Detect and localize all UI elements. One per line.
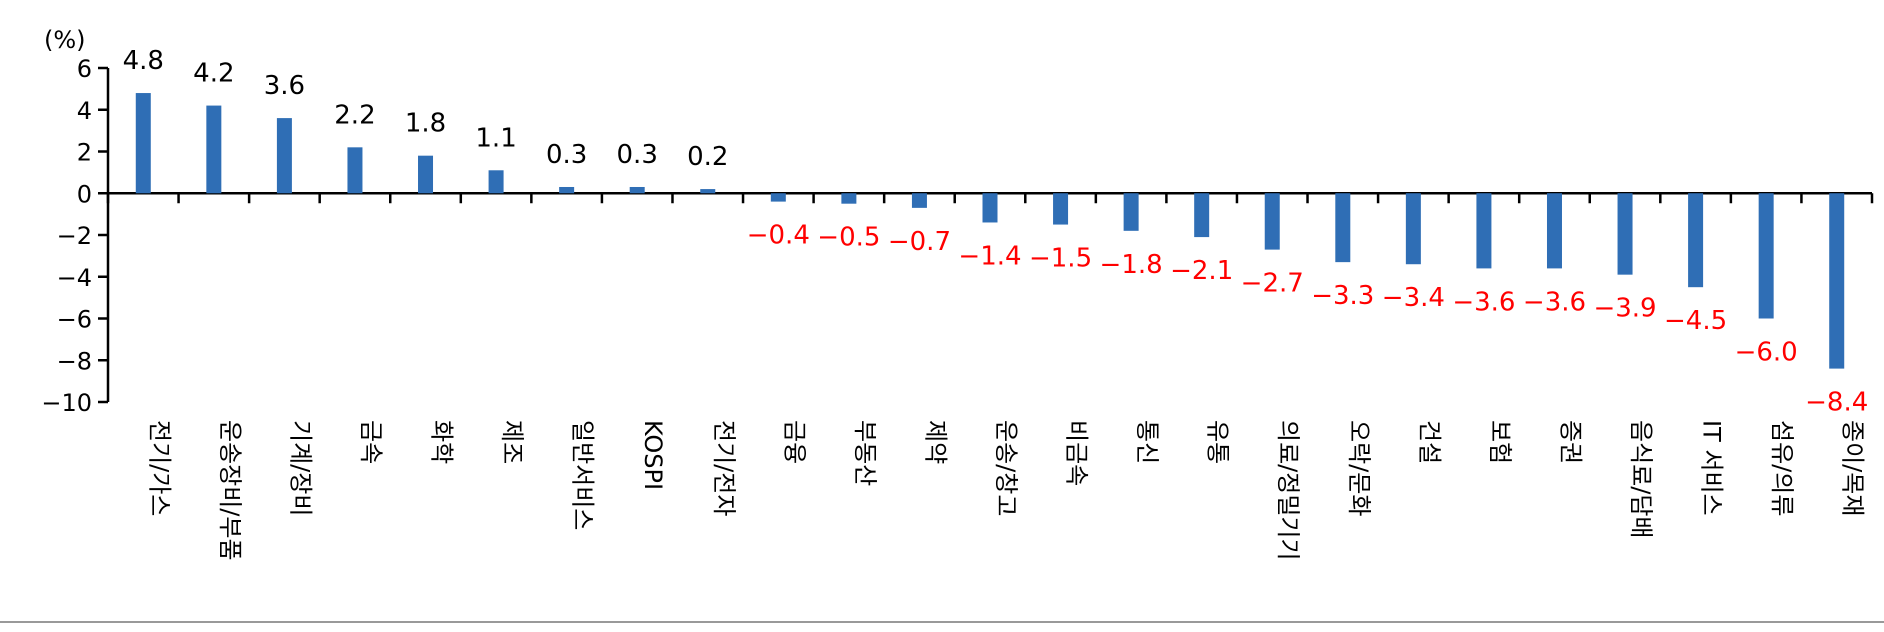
bar [700, 189, 716, 194]
category-label: 유통 [1204, 420, 1232, 464]
bar [1335, 193, 1351, 263]
bars-group [135, 93, 1845, 369]
value-label: −3.9 [1593, 294, 1656, 324]
category-label: 음식료/담배 [1627, 420, 1655, 539]
value-label: −2.1 [1170, 256, 1233, 286]
y-tick-label: −6 [57, 306, 92, 334]
y-axis-unit-label: (%) [44, 26, 86, 54]
category-label: 증권 [1556, 420, 1584, 464]
y-tick-label: −2 [57, 222, 92, 250]
bar [206, 105, 222, 194]
category-label: 섬유/의류 [1768, 420, 1796, 516]
bar [982, 193, 998, 223]
category-label: 건설 [1415, 420, 1443, 464]
value-label: 0.3 [546, 140, 587, 170]
value-label: −8.4 [1805, 388, 1868, 418]
category-label: 전기/가스 [145, 420, 173, 516]
bar [347, 147, 363, 194]
value-label: −3.6 [1452, 287, 1515, 317]
category-label: 기계/장비 [286, 420, 314, 516]
value-label: 4.8 [123, 46, 164, 76]
value-label: −1.5 [1029, 244, 1092, 274]
category-label: 제약 [921, 420, 949, 464]
category-label: 보험 [1486, 420, 1514, 464]
y-axis: 6 4 2 0 −2 −4 −6 −8 −10 [41, 55, 1874, 417]
category-label: KOSPI [639, 420, 667, 490]
value-label: 3.6 [264, 71, 305, 101]
value-label: 1.1 [475, 123, 516, 153]
value-label: 0.2 [687, 142, 728, 172]
category-labels-group: 전기/가스 운송장비/부품 기계/장비 금속 화학 제조 일반서비스 KOSPI 전기/전자 금융… [145, 420, 1866, 561]
category-label: 의료/정밀기기 [1274, 420, 1302, 561]
value-label: −6.0 [1735, 338, 1798, 368]
category-label: 전기/전자 [710, 420, 738, 516]
category-label: 금속 [357, 420, 385, 464]
bar [488, 170, 504, 194]
bar [418, 155, 434, 194]
category-label: 비금속 [1063, 420, 1091, 486]
bar [559, 186, 575, 194]
bar [1829, 193, 1845, 369]
bar [135, 93, 151, 194]
value-label: −1.4 [958, 241, 1021, 271]
y-tick-label: −4 [57, 264, 92, 292]
value-labels-group: 4.8 4.2 3.62.2 1.8 1.10.3 0.3 0.2−0.4 −0.5 −0.7−… [123, 46, 1869, 418]
bar [629, 186, 645, 194]
bar [276, 118, 292, 194]
value-label: −3.3 [1311, 281, 1374, 311]
bar [911, 193, 927, 208]
bar [770, 193, 786, 202]
bar [1264, 193, 1280, 250]
y-tick-label: 0 [77, 180, 92, 208]
y-tick-label: −8 [57, 347, 92, 375]
category-label: 제조 [498, 420, 526, 464]
y-tick-label: 6 [77, 55, 92, 83]
category-label: 금융 [780, 420, 808, 464]
value-label: −2.7 [1241, 269, 1304, 299]
bar [1758, 193, 1774, 319]
value-label: −1.8 [1100, 250, 1163, 280]
category-label: 운송장비/부품 [216, 420, 244, 561]
category-label: 일반서비스 [569, 420, 597, 530]
category-label: 운송/창고 [992, 420, 1020, 516]
y-tick-label: −10 [41, 389, 92, 417]
value-label: −0.4 [747, 221, 810, 251]
y-tick-label: 2 [77, 139, 92, 167]
value-label: 1.8 [405, 109, 446, 139]
bar [1405, 193, 1421, 265]
bar [1688, 193, 1704, 288]
bar [1617, 193, 1633, 275]
value-label: −0.5 [817, 223, 880, 253]
value-label: −3.6 [1523, 287, 1586, 317]
value-label: −4.5 [1664, 306, 1727, 336]
value-label: −3.4 [1382, 283, 1445, 313]
value-label: 4.2 [193, 59, 234, 89]
category-label: 부동산 [851, 420, 879, 486]
bar [1123, 193, 1139, 231]
bar [1476, 193, 1492, 269]
value-label: 2.2 [334, 100, 375, 130]
y-tick-label: 4 [77, 97, 92, 125]
value-label: −0.7 [888, 227, 951, 257]
bar [1194, 193, 1210, 238]
category-label: 오락/문화 [1345, 420, 1373, 516]
category-label: 종이/목재 [1839, 420, 1867, 516]
category-label: 통신 [1133, 420, 1161, 464]
category-label: IT 서비스 [1698, 420, 1726, 516]
category-label: 화학 [428, 420, 456, 464]
bar [841, 193, 857, 204]
bar [1546, 193, 1562, 269]
bar [1053, 193, 1069, 225]
value-label: 0.3 [617, 140, 658, 170]
